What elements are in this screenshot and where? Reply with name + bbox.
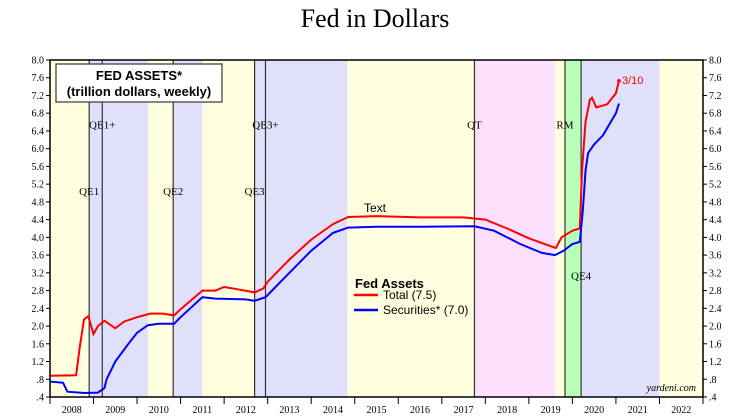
- y-tick-label-right: 6.8: [709, 109, 722, 120]
- y-tick-label-right: 4.0: [709, 233, 722, 244]
- y-tick-label-left: 1.6: [32, 339, 45, 350]
- series-line-securities: [49, 103, 620, 395]
- y-tick-label-right: .4: [709, 393, 717, 404]
- y-tick-label-left: 4.0: [32, 233, 45, 244]
- legend-label-securities: Securities* (7.0): [383, 303, 468, 317]
- background-band: [564, 60, 582, 397]
- y-tick-label-left: 5.2: [32, 180, 45, 191]
- y-tick-label-right: 2.0: [709, 322, 722, 333]
- y-tick-label-left: .8: [37, 375, 45, 386]
- y-tick-label-left: 6.0: [32, 144, 45, 155]
- y-tick-label-right: .8: [709, 375, 717, 386]
- event-label-qe1: QE1: [79, 186, 99, 198]
- y-tick-label-left: 5.6: [32, 162, 45, 173]
- background-band: [89, 60, 148, 397]
- y-tick-label-right: 4.8: [709, 197, 722, 208]
- last-date-label: 3/10: [622, 75, 643, 87]
- y-tick-label-left: 2.8: [32, 286, 45, 297]
- y-tick-label-left: 6.4: [32, 126, 45, 137]
- y-tick-label-left: 3.2: [32, 268, 45, 279]
- y-tick-label-right: 5.2: [709, 180, 722, 191]
- y-tick-label-right: 6.0: [709, 144, 722, 155]
- background-band: [347, 60, 475, 397]
- background-band: [147, 60, 174, 397]
- y-tick-label-left: 2.4: [32, 304, 45, 315]
- x-tick-label: 2018: [497, 405, 517, 416]
- chart-title: Fed in Dollars: [300, 4, 450, 33]
- legend-label-total: Total (7.5): [383, 288, 436, 302]
- event-label-rm: RM: [556, 120, 573, 132]
- event-label-qe4: QE4: [571, 270, 592, 282]
- background-band: [581, 60, 660, 397]
- event-label-qt: QT: [467, 120, 482, 132]
- y-tick-label-right: 3.2: [709, 268, 722, 279]
- y-tick-label-right: 1.6: [709, 339, 722, 350]
- y-tick-label-left: 6.8: [32, 109, 45, 120]
- y-tick-label-right: 5.6: [709, 162, 722, 173]
- x-tick-label: 2019: [541, 405, 561, 416]
- box-subtitle: (trillion dollars, weekly): [67, 84, 211, 99]
- plot-frame: [49, 59, 704, 398]
- event-label-qe1-plus: QE1+: [89, 120, 115, 132]
- box-title: FED ASSETS*: [96, 68, 183, 83]
- x-tick-label: 2011: [193, 405, 213, 416]
- background-band: [173, 60, 203, 397]
- y-tick-label-left: 8.0: [32, 56, 45, 67]
- source-label: yardeni.com: [646, 383, 696, 394]
- y-tick-label-right: 1.2: [709, 357, 722, 368]
- y-tick-label-right: 8.0: [709, 56, 722, 67]
- background-band: [554, 60, 565, 397]
- x-tick-label: 2015: [367, 405, 387, 416]
- x-tick-label: 2014: [323, 405, 343, 416]
- x-tick-label: 2016: [410, 405, 430, 416]
- text-annotation: Text: [364, 201, 387, 215]
- x-tick-label: 2010: [149, 405, 169, 416]
- event-label-qe3: QE3: [245, 186, 266, 198]
- x-tick-label: 2008: [62, 405, 82, 416]
- title-box: [55, 63, 223, 103]
- y-tick-label-left: 7.2: [32, 91, 45, 102]
- y-tick-label-left: 7.6: [32, 73, 45, 84]
- last-point-marker: [617, 79, 621, 83]
- background-band: [50, 60, 90, 397]
- event-label-qe2: QE2: [163, 186, 183, 198]
- y-tick-label-right: 3.6: [709, 251, 722, 262]
- y-tick-label-left: 1.2: [32, 357, 45, 368]
- legend: Fed Assets Total (7.5) Securities* (7.0): [354, 276, 468, 317]
- y-tick-label-right: 4.4: [709, 215, 722, 226]
- background-band: [254, 60, 348, 397]
- x-tick-label: 2017: [454, 405, 474, 416]
- y-tick-label-left: 4.4: [32, 215, 45, 226]
- x-tick-label: 2022: [671, 405, 691, 416]
- background-band: [202, 60, 255, 397]
- series-line-total: [49, 80, 620, 377]
- y-tick-label-right: 7.2: [709, 91, 722, 102]
- x-tick-label: 2012: [236, 405, 256, 416]
- y-tick-label-right: 2.4: [709, 304, 722, 315]
- legend-title: Fed Assets: [355, 276, 424, 291]
- background-band: [659, 60, 703, 397]
- y-tick-label-left: .4: [37, 393, 45, 404]
- y-tick-label-left: 4.8: [32, 197, 45, 208]
- y-tick-label-right: 6.4: [709, 126, 722, 137]
- event-label-qe3-plus: QE3+: [252, 120, 278, 132]
- y-tick-label-right: 2.8: [709, 286, 722, 297]
- y-tick-label-left: 3.6: [32, 251, 45, 262]
- y-tick-label-left: 2.0: [32, 322, 45, 333]
- x-tick-label: 2020: [584, 405, 604, 416]
- x-tick-label: 2013: [279, 405, 299, 416]
- x-tick-label: 2009: [105, 405, 125, 416]
- x-tick-label: 2021: [628, 405, 648, 416]
- y-tick-label-right: 7.6: [709, 73, 722, 84]
